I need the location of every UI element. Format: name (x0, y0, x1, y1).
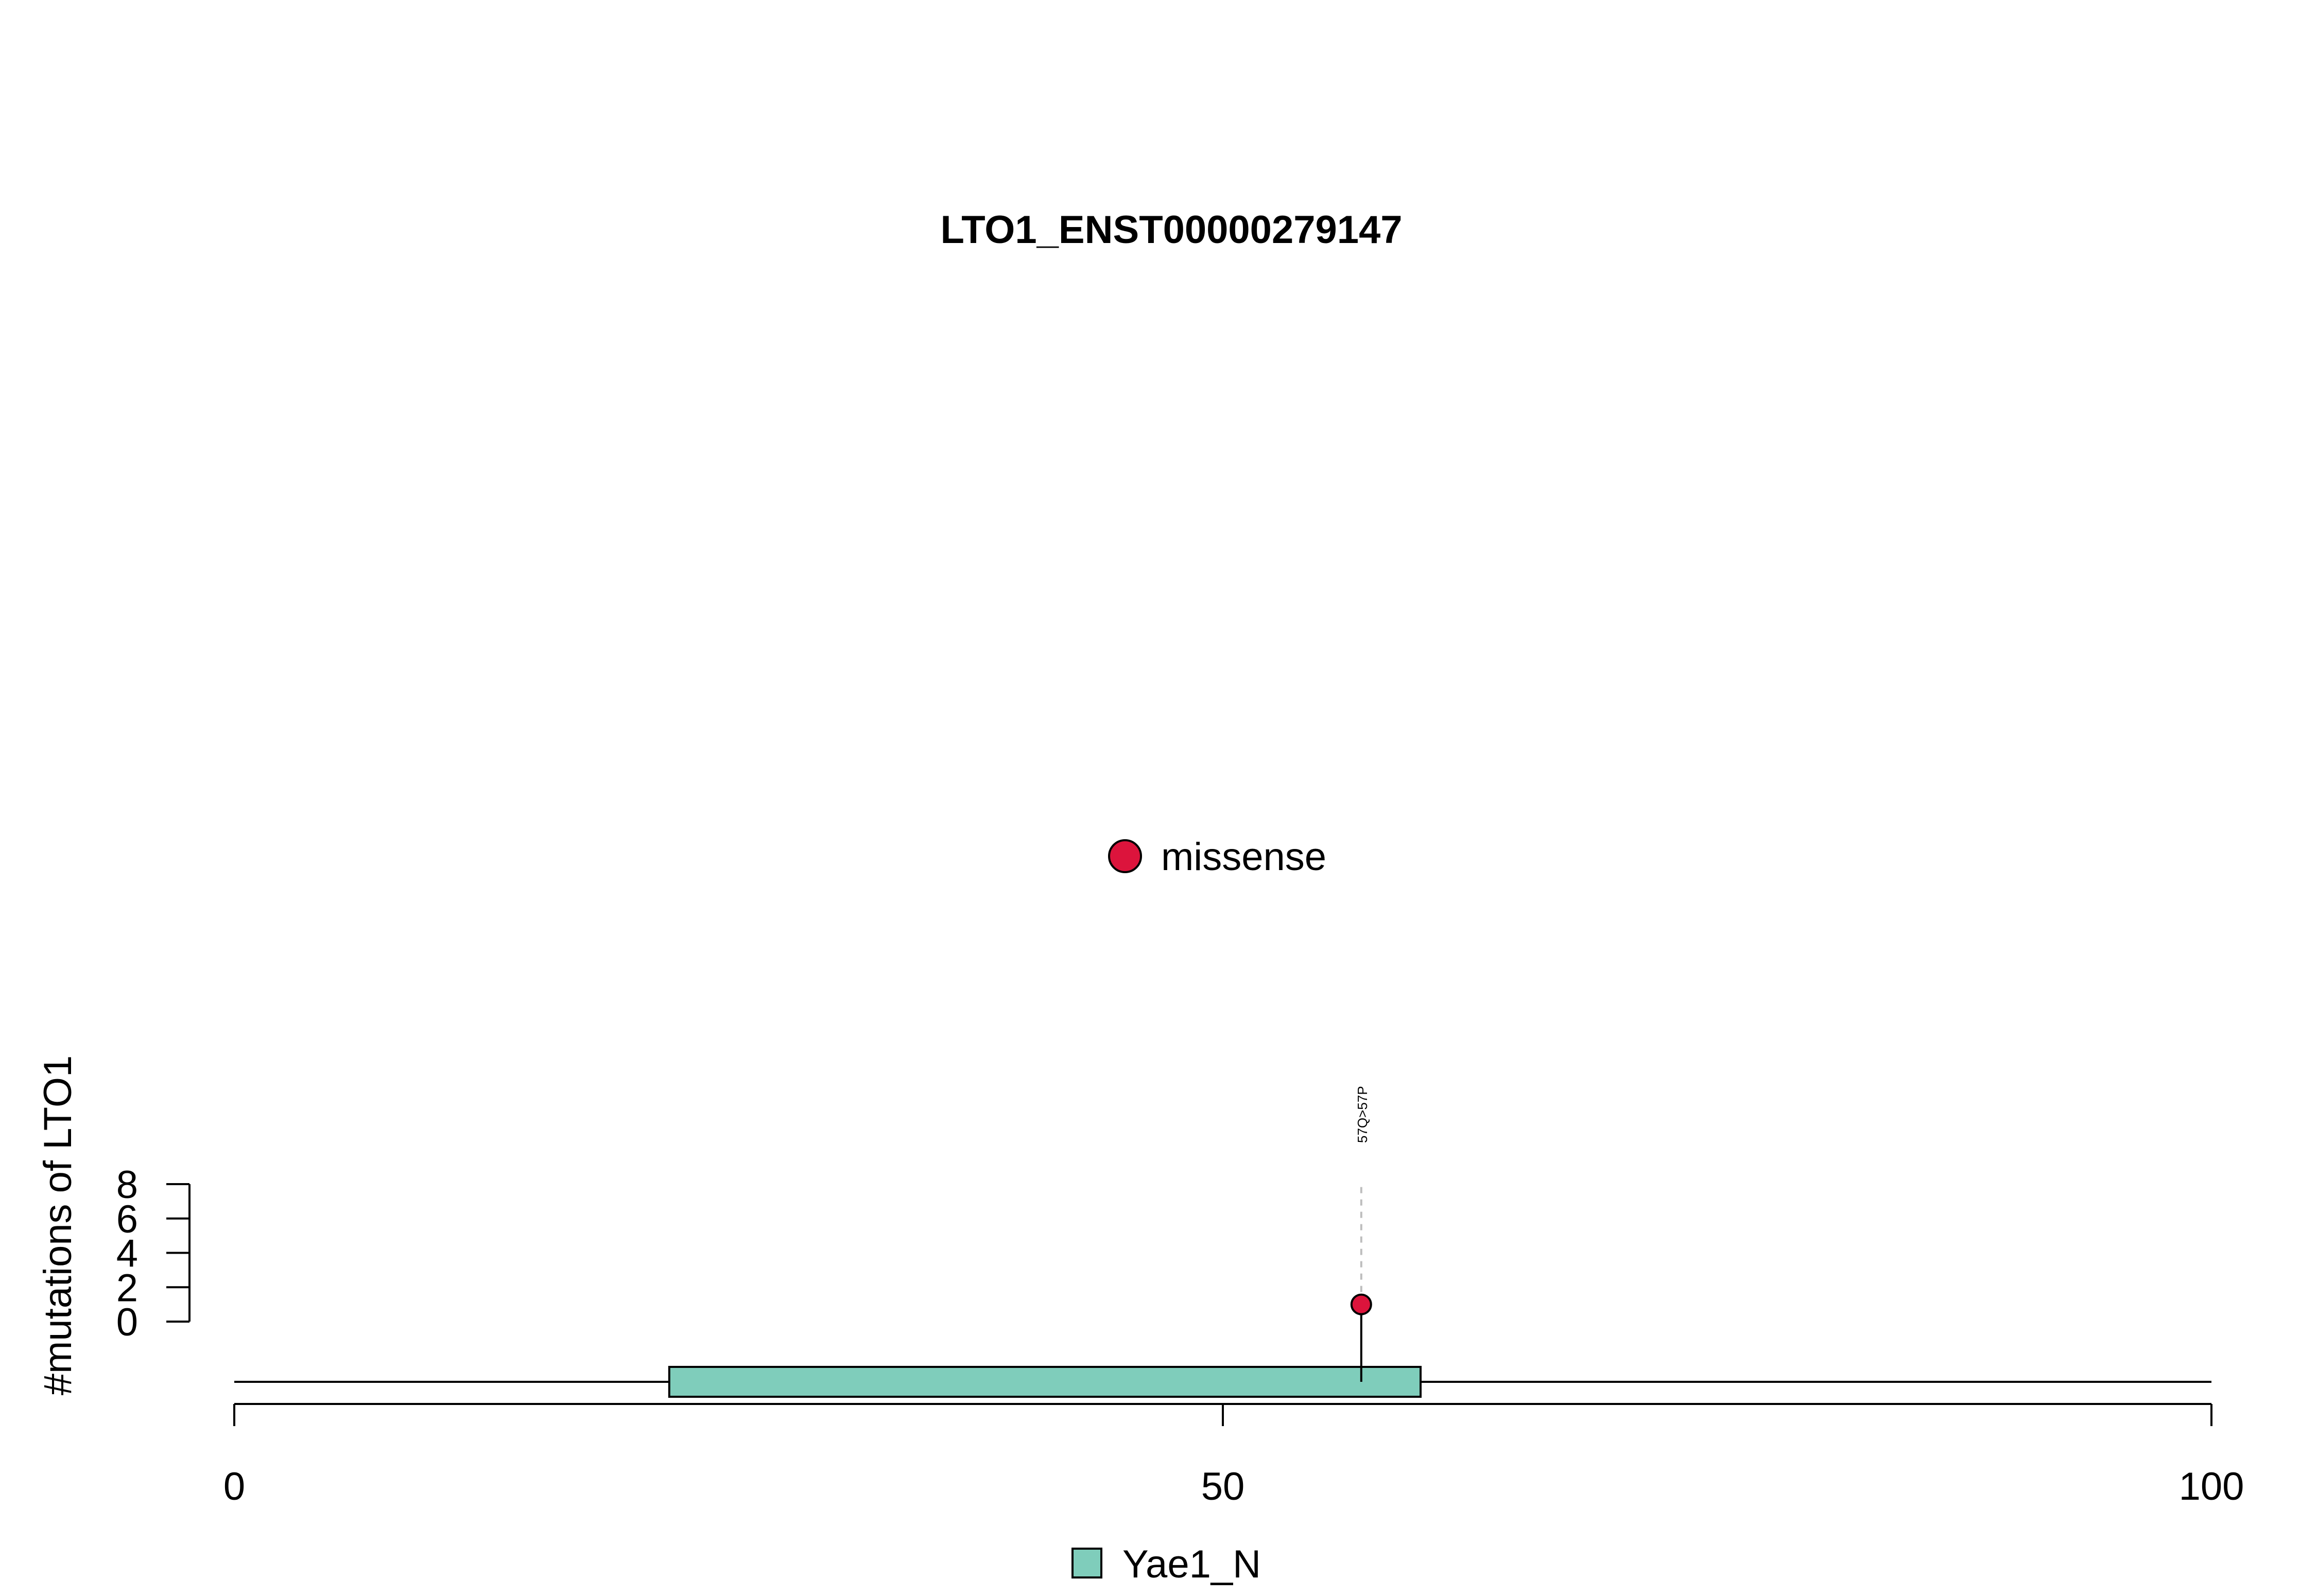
legend-missense-label: missense (1161, 835, 1326, 879)
y-tick-label: 6 (116, 1198, 138, 1241)
mutation-label: 57Q>57P (1355, 1086, 1370, 1143)
y-tick-label: 2 (116, 1266, 138, 1310)
top-legend: missense (1108, 835, 1326, 879)
x-tick-label: 50 (1201, 1465, 1245, 1508)
y-axis-label: #mutations of LTO1 (36, 1055, 80, 1395)
x-tick-label: 100 (2179, 1465, 2244, 1508)
legend-missense-swatch (1108, 839, 1142, 873)
lollipop-head-missense (1350, 1293, 1372, 1315)
legend-yae1-n-swatch (1071, 1548, 1102, 1578)
bottom-legend: Yae1_N (1071, 1542, 1261, 1586)
chart-title: LTO1_ENST00000279147 (940, 208, 1402, 252)
y-tick-label: 4 (116, 1232, 138, 1276)
legend-yae1-n-label: Yae1_N (1122, 1542, 1261, 1586)
x-tick-label: 0 (223, 1465, 245, 1508)
domain-yae1-n (668, 1366, 1422, 1398)
y-tick-label: 0 (116, 1300, 138, 1344)
domain-layer (668, 1366, 1422, 1398)
x-axis: 0 50 100 (223, 1403, 2244, 1508)
mutation-layer: 57Q>57P (1350, 1086, 1372, 1382)
y-tick-label: 8 (116, 1163, 138, 1207)
